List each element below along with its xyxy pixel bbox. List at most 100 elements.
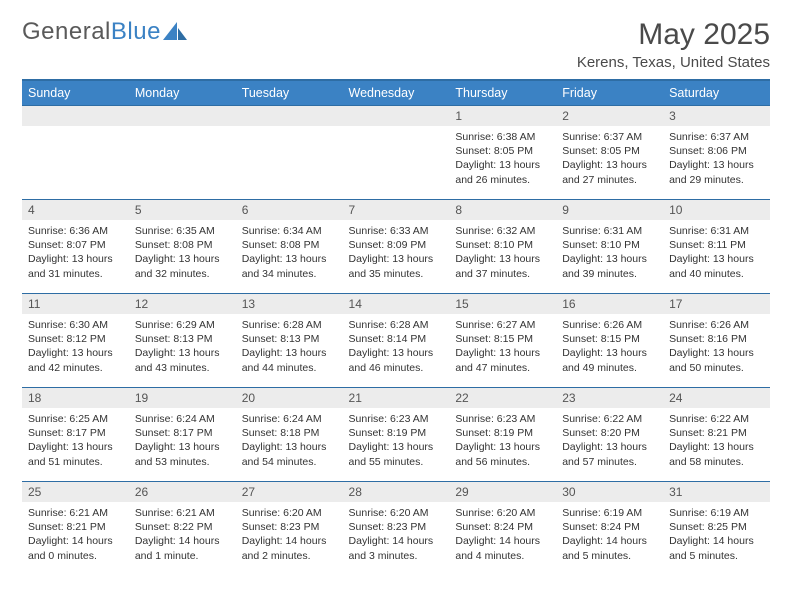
day-line: Sunset: 8:05 PM: [455, 144, 550, 158]
day-line: Sunrise: 6:35 AM: [135, 224, 230, 238]
day-line: Daylight: 13 hours: [562, 346, 657, 360]
dow-header: Wednesday: [343, 80, 450, 106]
calendar-cell: 4Sunrise: 6:36 AMSunset: 8:07 PMDaylight…: [22, 200, 129, 294]
dow-header: Sunday: [22, 80, 129, 106]
day-line: and 31 minutes.: [28, 267, 123, 281]
day-body: Sunrise: 6:30 AMSunset: 8:12 PMDaylight:…: [22, 314, 129, 381]
day-number: 15: [449, 294, 556, 314]
day-line: Daylight: 14 hours: [28, 534, 123, 548]
day-line: Sunset: 8:13 PM: [242, 332, 337, 346]
day-body: Sunrise: 6:23 AMSunset: 8:19 PMDaylight:…: [449, 408, 556, 475]
day-line: Sunset: 8:09 PM: [349, 238, 444, 252]
day-line: and 5 minutes.: [562, 549, 657, 563]
day-line: Sunset: 8:17 PM: [135, 426, 230, 440]
day-number: [343, 106, 450, 126]
day-body: Sunrise: 6:31 AMSunset: 8:10 PMDaylight:…: [556, 220, 663, 287]
day-line: Sunset: 8:08 PM: [135, 238, 230, 252]
day-body: Sunrise: 6:23 AMSunset: 8:19 PMDaylight:…: [343, 408, 450, 475]
day-line: Sunset: 8:08 PM: [242, 238, 337, 252]
day-line: Daylight: 13 hours: [562, 158, 657, 172]
calendar-cell: 29Sunrise: 6:20 AMSunset: 8:24 PMDayligh…: [449, 482, 556, 576]
calendar-cell: 7Sunrise: 6:33 AMSunset: 8:09 PMDaylight…: [343, 200, 450, 294]
day-line: Daylight: 13 hours: [455, 440, 550, 454]
calendar-body: 1Sunrise: 6:38 AMSunset: 8:05 PMDaylight…: [22, 106, 770, 576]
location-text: Kerens, Texas, United States: [577, 54, 770, 71]
day-line: Sunrise: 6:21 AM: [135, 506, 230, 520]
day-line: Sunrise: 6:20 AM: [455, 506, 550, 520]
calendar-cell: 20Sunrise: 6:24 AMSunset: 8:18 PMDayligh…: [236, 388, 343, 482]
calendar-cell: 2Sunrise: 6:37 AMSunset: 8:05 PMDaylight…: [556, 106, 663, 200]
day-line: Sunrise: 6:19 AM: [562, 506, 657, 520]
calendar-cell: 26Sunrise: 6:21 AMSunset: 8:22 PMDayligh…: [129, 482, 236, 576]
day-body: [343, 126, 450, 186]
day-body: Sunrise: 6:24 AMSunset: 8:18 PMDaylight:…: [236, 408, 343, 475]
day-line: Sunset: 8:19 PM: [455, 426, 550, 440]
calendar-cell: 28Sunrise: 6:20 AMSunset: 8:23 PMDayligh…: [343, 482, 450, 576]
day-line: Sunset: 8:19 PM: [349, 426, 444, 440]
day-line: and 40 minutes.: [669, 267, 764, 281]
day-number: 29: [449, 482, 556, 502]
calendar-week: 4Sunrise: 6:36 AMSunset: 8:07 PMDaylight…: [22, 200, 770, 294]
day-line: Sunrise: 6:26 AM: [562, 318, 657, 332]
day-line: Sunset: 8:23 PM: [242, 520, 337, 534]
calendar-cell: 22Sunrise: 6:23 AMSunset: 8:19 PMDayligh…: [449, 388, 556, 482]
day-line: and 27 minutes.: [562, 173, 657, 187]
day-number: 23: [556, 388, 663, 408]
day-number: 12: [129, 294, 236, 314]
day-line: Sunset: 8:18 PM: [242, 426, 337, 440]
day-line: Daylight: 13 hours: [455, 346, 550, 360]
day-body: Sunrise: 6:37 AMSunset: 8:05 PMDaylight:…: [556, 126, 663, 193]
day-line: Sunrise: 6:38 AM: [455, 130, 550, 144]
calendar-cell: 31Sunrise: 6:19 AMSunset: 8:25 PMDayligh…: [663, 482, 770, 576]
calendar-cell: 13Sunrise: 6:28 AMSunset: 8:13 PMDayligh…: [236, 294, 343, 388]
day-body: [236, 126, 343, 186]
day-body: Sunrise: 6:22 AMSunset: 8:20 PMDaylight:…: [556, 408, 663, 475]
calendar-week: 1Sunrise: 6:38 AMSunset: 8:05 PMDaylight…: [22, 106, 770, 200]
day-body: Sunrise: 6:28 AMSunset: 8:14 PMDaylight:…: [343, 314, 450, 381]
calendar-cell: 11Sunrise: 6:30 AMSunset: 8:12 PMDayligh…: [22, 294, 129, 388]
day-line: and 47 minutes.: [455, 361, 550, 375]
day-line: Sunrise: 6:37 AM: [669, 130, 764, 144]
calendar-week: 25Sunrise: 6:21 AMSunset: 8:21 PMDayligh…: [22, 482, 770, 576]
day-body: Sunrise: 6:20 AMSunset: 8:23 PMDaylight:…: [343, 502, 450, 569]
day-line: Daylight: 13 hours: [669, 252, 764, 266]
day-number: 20: [236, 388, 343, 408]
day-line: and 0 minutes.: [28, 549, 123, 563]
day-line: and 5 minutes.: [669, 549, 764, 563]
day-line: Daylight: 13 hours: [349, 440, 444, 454]
day-line: Sunset: 8:15 PM: [562, 332, 657, 346]
day-line: Daylight: 13 hours: [669, 158, 764, 172]
calendar-cell: 6Sunrise: 6:34 AMSunset: 8:08 PMDaylight…: [236, 200, 343, 294]
day-line: Sunset: 8:10 PM: [455, 238, 550, 252]
calendar-week: 11Sunrise: 6:30 AMSunset: 8:12 PMDayligh…: [22, 294, 770, 388]
day-line: Sunrise: 6:20 AM: [349, 506, 444, 520]
day-line: and 44 minutes.: [242, 361, 337, 375]
day-line: Sunset: 8:25 PM: [669, 520, 764, 534]
day-number: 21: [343, 388, 450, 408]
dow-header: Monday: [129, 80, 236, 106]
calendar-cell: [236, 106, 343, 200]
day-body: Sunrise: 6:22 AMSunset: 8:21 PMDaylight:…: [663, 408, 770, 475]
dow-header: Friday: [556, 80, 663, 106]
day-line: and 53 minutes.: [135, 455, 230, 469]
day-line: Sunrise: 6:31 AM: [562, 224, 657, 238]
day-line: Daylight: 14 hours: [669, 534, 764, 548]
day-number: 5: [129, 200, 236, 220]
calendar-table: SundayMondayTuesdayWednesdayThursdayFrid…: [22, 79, 770, 576]
brand-logo: GeneralBlue: [22, 18, 189, 46]
day-line: Sunrise: 6:27 AM: [455, 318, 550, 332]
day-line: Sunrise: 6:20 AM: [242, 506, 337, 520]
day-line: Daylight: 14 hours: [349, 534, 444, 548]
day-number: 14: [343, 294, 450, 314]
day-number: 22: [449, 388, 556, 408]
day-number: [236, 106, 343, 126]
day-line: and 29 minutes.: [669, 173, 764, 187]
day-number: 11: [22, 294, 129, 314]
day-line: Sunrise: 6:36 AM: [28, 224, 123, 238]
day-body: Sunrise: 6:29 AMSunset: 8:13 PMDaylight:…: [129, 314, 236, 381]
day-number: 16: [556, 294, 663, 314]
calendar-week: 18Sunrise: 6:25 AMSunset: 8:17 PMDayligh…: [22, 388, 770, 482]
day-line: Sunrise: 6:30 AM: [28, 318, 123, 332]
day-line: Sunset: 8:14 PM: [349, 332, 444, 346]
day-line: Sunrise: 6:22 AM: [562, 412, 657, 426]
